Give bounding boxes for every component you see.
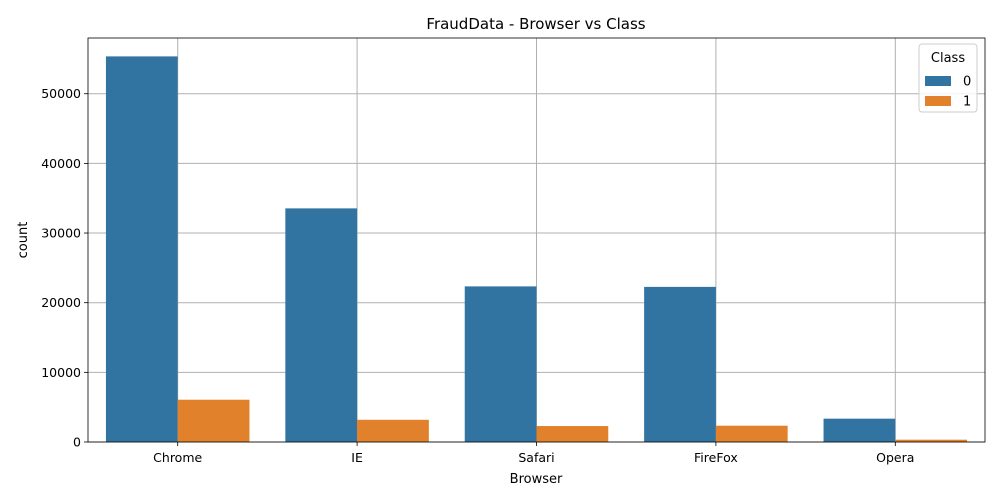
x-tick-label: IE [351,450,363,465]
x-axis-label: Browser [510,472,563,487]
y-axis-label: count [16,222,31,259]
y-tick-label: 40000 [41,156,81,171]
legend-title: Class [931,51,965,66]
x-tick-label: Chrome [153,450,202,465]
legend-swatch-class-1 [925,96,951,106]
chart-title: FraudData - Browser vs Class [426,15,645,33]
bar-opera-class-1 [895,439,968,442]
y-tick-label: 50000 [41,86,81,101]
y-tick-label: 20000 [41,295,81,310]
bars [105,56,968,442]
bar-chrome-class-0 [105,56,178,442]
x-tick-label: Safari [518,450,554,465]
y-tick-label: 0 [73,435,81,450]
bar-firefox-class-1 [715,425,788,442]
bar-chrome-class-1 [177,399,250,442]
x-tick-label: Opera [876,450,914,465]
bar-firefox-class-0 [644,286,716,442]
x-axis: Chrome IE Safari FireFox Opera [153,442,914,465]
legend-label-class-0: 0 [963,75,971,90]
bar-safari-class-1 [536,426,609,442]
legend-swatch-class-0 [925,76,951,86]
bar-ie-class-0 [285,208,358,442]
bar-opera-class-0 [823,418,896,442]
legend: Class 0 1 [918,43,978,113]
bar-ie-class-1 [357,419,429,442]
y-tick-label: 10000 [41,365,81,380]
bar-safari-class-0 [464,286,537,442]
x-tick-label: FireFox [694,450,738,465]
legend-label-class-1: 1 [963,95,971,110]
y-axis: 0 10000 20000 30000 40000 50000 [41,86,88,450]
y-tick-label: 30000 [41,226,81,241]
